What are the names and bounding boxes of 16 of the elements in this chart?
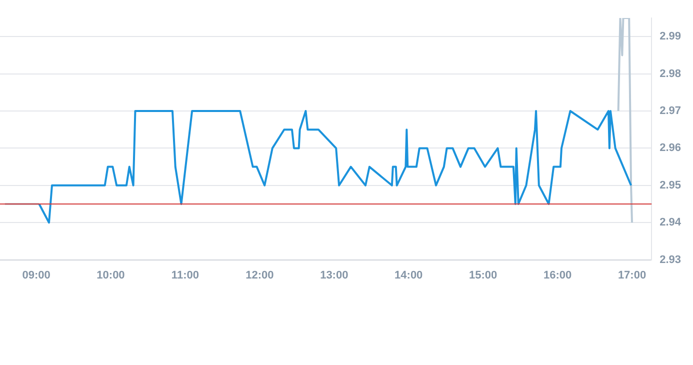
x-tick-label: 09:00 — [22, 269, 50, 282]
y-tick-label: 2.94 — [660, 216, 682, 229]
y-tick-label: 2.95 — [660, 179, 682, 192]
y-tick-label: 2.93 — [660, 254, 682, 266]
x-tick-label: 10:00 — [96, 269, 125, 282]
y-tick-label: 2.99 — [660, 30, 682, 43]
x-tick-label: 14:00 — [394, 269, 423, 282]
x-tick-label: 16:00 — [543, 269, 572, 282]
y-tick-label: 2.96 — [660, 142, 682, 154]
x-tick-label: 17:00 — [618, 269, 646, 282]
x-tick-label: 11:00 — [171, 269, 199, 282]
x-tick-label: 13:00 — [320, 269, 348, 282]
x-tick-label: 12:00 — [246, 269, 274, 282]
y-tick-label: 2.98 — [660, 68, 682, 80]
y-tick-label: 2.97 — [660, 105, 682, 118]
x-tick-label: 15:00 — [469, 269, 498, 282]
